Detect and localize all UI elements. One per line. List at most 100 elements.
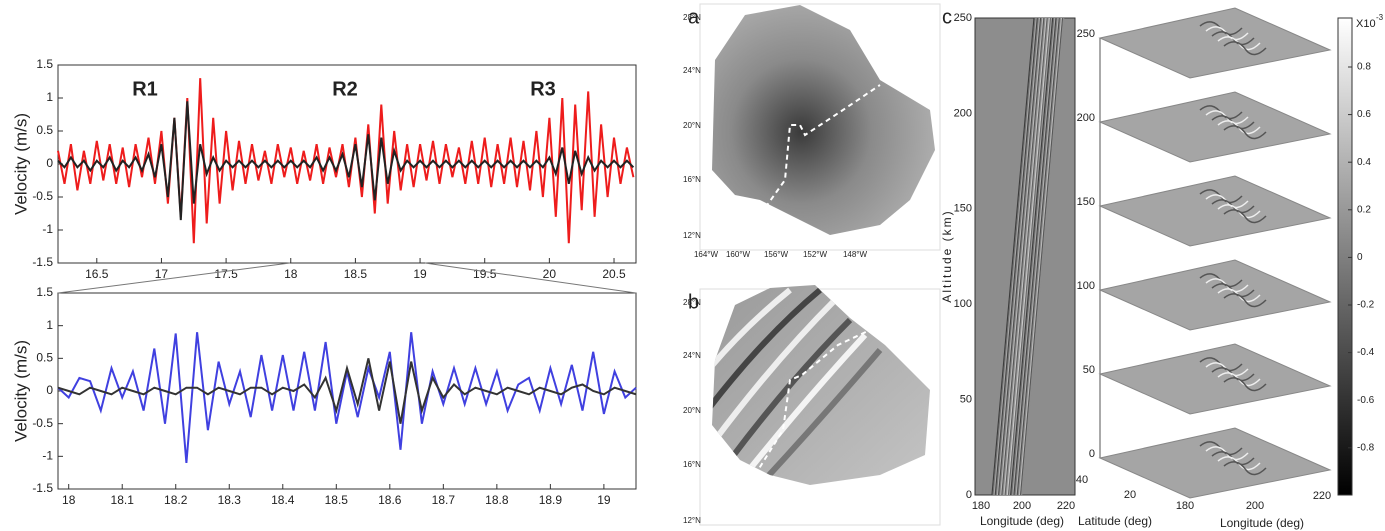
- x-tick-label: 220: [1057, 500, 1075, 512]
- lat-label: 24°N: [683, 351, 701, 360]
- slab-feature: [1205, 446, 1249, 461]
- dashed-track: [754, 329, 871, 476]
- y-tick-label: 250: [954, 12, 972, 24]
- map-panels: [699, 3, 941, 526]
- lon-tick-label: 200: [1246, 500, 1264, 512]
- slab-feature: [1223, 293, 1267, 308]
- y-tick-label: -0.5: [32, 416, 53, 430]
- region-label: R2: [332, 78, 358, 100]
- x-tick-label: 20.5: [602, 267, 626, 281]
- slab-feature: [1199, 441, 1243, 456]
- slab-feature: [1211, 367, 1255, 382]
- lat-tick-label: 20: [1124, 489, 1136, 501]
- region-label: R3: [530, 78, 556, 100]
- keogram-stripe: [1003, 17, 1047, 496]
- level-label: 50: [1083, 364, 1095, 376]
- x-tick-label: 17: [155, 267, 169, 281]
- slab-feature: [1199, 273, 1243, 288]
- keogram-stripe: [1017, 17, 1061, 496]
- lon-label: 148°W: [843, 250, 868, 259]
- lon-axis-title: Longitude (deg): [1220, 516, 1304, 530]
- slab-feature: [1211, 283, 1255, 298]
- keogram-stripe: [1014, 17, 1058, 496]
- slab-feature: [1211, 31, 1255, 46]
- wave-pattern: [712, 287, 883, 485]
- altitude-slab: [1098, 7, 1332, 79]
- altitude-slab: [1098, 343, 1332, 415]
- keogram-stripe: [991, 17, 1035, 496]
- y-tick-label: 0: [46, 383, 53, 397]
- slab-feature: [1205, 110, 1249, 125]
- wave-crest: [742, 332, 868, 477]
- keogram-stripe: [1012, 17, 1056, 496]
- lat-tick-label: 40: [1076, 474, 1088, 486]
- lat-label: 28°N: [683, 13, 701, 22]
- slab-feature: [1205, 194, 1249, 209]
- slab-feature: [1217, 204, 1261, 219]
- keogram-stripe: [1015, 17, 1059, 496]
- y-tick-label: 1.5: [36, 57, 53, 71]
- slab-feature: [1223, 377, 1267, 392]
- slab-feature: [1199, 357, 1243, 372]
- lat-label: 16°N: [683, 460, 701, 469]
- level-label: 100: [1077, 280, 1095, 292]
- y-axis-title: Velocity (m/s): [11, 340, 30, 442]
- slab-feature: [1223, 461, 1267, 476]
- keogram-stripe: [1004, 17, 1048, 496]
- colorbar-exponent: -3: [1376, 13, 1384, 22]
- keogram-stripe: [998, 17, 1042, 496]
- x-axis-title: Longitude (deg): [980, 514, 1064, 528]
- keogram-stripe: [1016, 17, 1060, 496]
- colorbar-label: 0.4: [1357, 157, 1371, 168]
- keogram-stripe: [994, 17, 1038, 496]
- keogram-stripe: [995, 17, 1039, 496]
- lat-label: 16°N: [683, 175, 701, 184]
- keogram-stripe: [999, 17, 1043, 496]
- keogram-stripe: [1018, 17, 1063, 496]
- x-tick-label: 18.5: [325, 493, 349, 507]
- colorbar-label: 0: [1357, 252, 1363, 263]
- altitude-slab: [1098, 175, 1332, 247]
- y-tick-label: -1: [42, 222, 53, 236]
- slab-feature: [1205, 362, 1249, 377]
- colorbar-label: -0.4: [1357, 347, 1375, 358]
- colorbar-label: -0.8: [1357, 442, 1375, 453]
- y-tick-label: 1: [46, 90, 53, 104]
- x-tick-label: 18: [284, 267, 298, 281]
- lat-label: 12°N: [683, 516, 701, 525]
- keogram-stripe: [1001, 17, 1045, 496]
- y-tick-label: 0.5: [36, 123, 53, 137]
- lon-tick-label: 220: [1313, 490, 1331, 502]
- slab-feature: [1205, 26, 1249, 41]
- keogram-stripe: [1006, 17, 1050, 496]
- colorbar-label: -0.6: [1357, 395, 1375, 406]
- keogram-stripe: [992, 17, 1036, 496]
- slab-feature: [1217, 372, 1261, 387]
- slab-feature: [1199, 21, 1243, 36]
- y-tick-label: 1.5: [36, 285, 53, 299]
- slab-feature: [1217, 456, 1261, 471]
- level-label: 150: [1077, 196, 1095, 208]
- y-axis-title: Velocity (m/s): [11, 113, 30, 215]
- keogram-stripe: [1013, 17, 1057, 496]
- slab-feature: [1217, 120, 1261, 135]
- x-tick-label: 18.4: [271, 493, 295, 507]
- slab-feature: [1211, 451, 1255, 466]
- level-label: 250: [1077, 28, 1095, 40]
- slab-feature: [1199, 189, 1243, 204]
- x-tick-label: 19: [413, 267, 427, 281]
- x-tick-label: 180: [972, 500, 990, 512]
- y-tick-label: 0.5: [36, 351, 53, 365]
- y-tick-label: -1.5: [32, 255, 53, 269]
- y-tick-label: 200: [954, 107, 972, 119]
- slab-feature: [1205, 278, 1249, 293]
- lon-label: 160°W: [726, 250, 751, 259]
- lat-label: 20°N: [683, 406, 701, 415]
- keogram-stripe: [1005, 17, 1049, 496]
- zoom-connector: [57, 262, 291, 294]
- wave-crest: [712, 287, 792, 382]
- region-label: R1: [132, 78, 158, 100]
- x-tick-label: 17.5: [214, 267, 238, 281]
- zoom-connector: [424, 262, 637, 294]
